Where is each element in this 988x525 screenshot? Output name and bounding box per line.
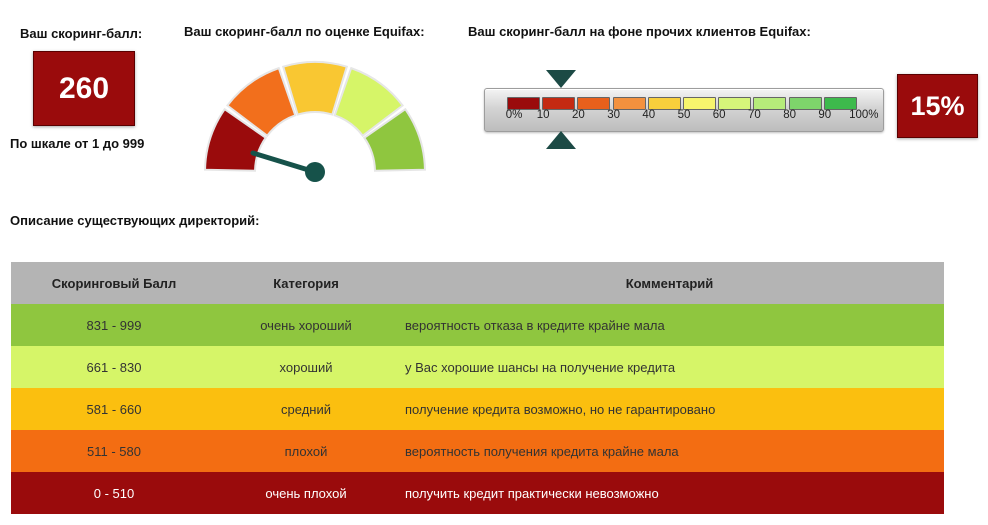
- marker-top-icon: [546, 70, 576, 88]
- header-category: Категория: [217, 262, 395, 304]
- table-row: 581 - 660 средний получение кредита возмож…: [11, 388, 944, 430]
- comparison-label: Ваш скоринг-балл на фоне прочих клиентов…: [468, 24, 811, 39]
- header-score: Скоринговый Балл: [11, 262, 217, 304]
- percentile-value-box: 15%: [897, 74, 978, 138]
- gauge-segment: [333, 66, 405, 138]
- scale-tick-label: 60: [712, 109, 726, 121]
- scale-tick-label: 90: [818, 109, 832, 121]
- directory-table: Скоринговый Балл Категория Комментарий 8…: [11, 262, 944, 514]
- scale-tick-label: 20: [571, 109, 585, 121]
- score-value-box: 260: [33, 51, 135, 126]
- score-label: Ваш скоринг-балл:: [20, 26, 143, 41]
- table-row: 0 - 510 очень плохой получить кредит практ…: [11, 472, 944, 514]
- directory-label: Описание существующих директорий:: [10, 213, 260, 228]
- cell-score-range: 661 - 830: [86, 359, 142, 375]
- cell-comment: вероятность отказа в кредите крайне мала: [405, 317, 665, 333]
- gauge-needle: [250, 150, 318, 175]
- scale-tick-label: 70: [747, 109, 761, 121]
- scale-segment: [823, 97, 857, 110]
- cell-comment: получение кредита возможно, но не гарант…: [405, 401, 716, 417]
- cell-comment: у Вас хорошие шансы на получение кредита: [405, 359, 676, 375]
- cell-category: плохой: [284, 443, 328, 459]
- table-row: 661 - 830 хороший у Вас хорошие шансы на п…: [11, 346, 944, 388]
- cell-comment: вероятность получения кредита крайне мал…: [405, 443, 679, 459]
- scale-tick-label: 100%: [849, 109, 879, 121]
- percentile-scale-bar: 0% 10 20 30 40 50 60 70 80 90 100%: [484, 88, 884, 132]
- cell-score-range: 831 - 999: [86, 317, 142, 333]
- scale-tick-label: 50: [677, 109, 691, 121]
- table-row: 511 - 580 плохой вероятность получения кре…: [11, 430, 944, 472]
- score-gauge: [204, 61, 426, 182]
- cell-category: средний: [281, 401, 331, 417]
- scale-segment: [753, 97, 787, 110]
- gauge-segment: [225, 66, 297, 138]
- cell-category: очень плохой: [265, 485, 347, 501]
- scale-segment: [542, 97, 576, 110]
- scale-tick-label: 0%: [505, 109, 523, 121]
- table-row: 831 - 999 очень хороший вероятность отказа…: [11, 304, 944, 346]
- scale-segment: [683, 97, 716, 110]
- scale-tick-label: 10: [536, 109, 550, 121]
- header-comment: Комментарий: [395, 262, 944, 304]
- scale-segment: [612, 97, 646, 110]
- cell-score-range: 0 - 510: [93, 485, 135, 501]
- cell-category: хороший: [279, 359, 333, 375]
- gauge-label: Ваш скоринг-балл по оценке Equifax:: [184, 24, 425, 39]
- cell-score-range: 511 - 580: [87, 443, 141, 459]
- scale-segment: [507, 97, 540, 110]
- marker-bottom-icon: [546, 131, 576, 149]
- cell-category: очень хороший: [260, 317, 352, 333]
- scale-segment: [718, 97, 752, 110]
- cell-score-range: 581 - 660: [86, 401, 142, 417]
- cell-comment: получить кредит практически невозможно: [405, 485, 659, 501]
- gauge-segment: [204, 107, 268, 172]
- gauge-segment: [281, 61, 349, 116]
- score-range-text: По шкале от 1 до 999: [10, 136, 145, 151]
- scale-segment: [577, 97, 611, 110]
- scale-tick-label: 30: [607, 109, 620, 121]
- scale-tick-label: 40: [642, 109, 656, 121]
- gauge-segment: [362, 107, 426, 172]
- gauge-needle-hub: [305, 162, 325, 182]
- table-header-row: Скоринговый Балл Категория Комментарий: [11, 262, 944, 304]
- scale-segment: [647, 97, 681, 110]
- scale-segment: [788, 97, 822, 110]
- scale-tick-label: 80: [783, 109, 796, 121]
